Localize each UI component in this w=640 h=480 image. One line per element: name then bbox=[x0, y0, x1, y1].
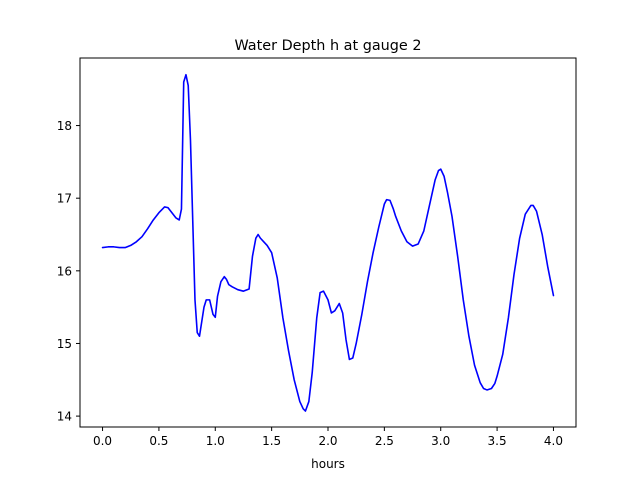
y-axis: 14 15 16 17 18 bbox=[57, 119, 80, 424]
y-tick-label: 16 bbox=[57, 264, 72, 278]
series-line-1 bbox=[101, 73, 555, 412]
chart-title: Water Depth h at gauge 2 bbox=[234, 38, 421, 54]
y-tick-label: 18 bbox=[57, 119, 72, 133]
y-tick-label: 17 bbox=[57, 192, 72, 206]
x-tick-label: 2.5 bbox=[375, 434, 394, 448]
x-tick-label: 4.0 bbox=[544, 434, 563, 448]
x-tick-label: 3.5 bbox=[488, 434, 507, 448]
x-tick-label: 0.0 bbox=[93, 434, 112, 448]
x-tick-label: 3.0 bbox=[431, 434, 450, 448]
x-tick-label: 1.5 bbox=[262, 434, 281, 448]
x-tick-label: 1.0 bbox=[206, 434, 225, 448]
x-tick-label: 2.0 bbox=[318, 434, 337, 448]
axes-frame bbox=[79, 57, 577, 428]
x-axis-label: hours bbox=[311, 457, 345, 471]
x-axis: 0.0 0.5 1.0 1.5 2.0 2.5 3.0 3.5 4.0 bbox=[93, 427, 563, 448]
plot-area bbox=[80, 58, 576, 427]
series-group bbox=[101, 73, 555, 412]
axes-background bbox=[80, 58, 576, 427]
x-tick-label: 0.5 bbox=[149, 434, 168, 448]
y-tick-label: 14 bbox=[57, 410, 72, 424]
y-tick-label: 15 bbox=[57, 337, 72, 351]
